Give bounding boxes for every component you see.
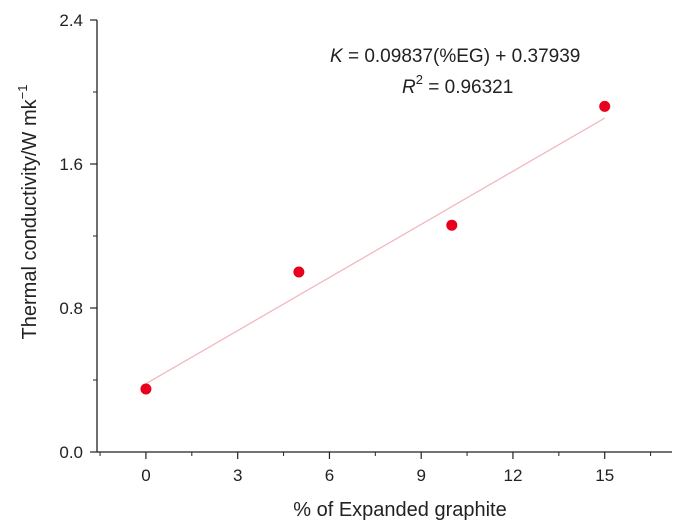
equation-text: = 0.09837(%EG) + 0.37939: [343, 46, 581, 67]
fit-line: [145, 117, 606, 385]
r-squared-value: = 0.96321: [423, 77, 513, 98]
axes: [96, 20, 672, 453]
y-axis-label-group: Thermal conductivity/W mk−1: [15, 85, 41, 340]
equation-line-1: K = 0.09837(%EG) + 0.37939: [330, 46, 580, 67]
data-point: [446, 219, 458, 231]
x-tick-label: 3: [233, 466, 242, 485]
equation-line-2: R2 = 0.96321: [402, 72, 513, 98]
r-squared-superscript: 2: [416, 72, 423, 87]
y-tick-label: 0.0: [59, 443, 83, 462]
x-tick-label: 15: [595, 466, 614, 485]
data-point: [293, 266, 305, 278]
x-tick-label: 9: [416, 466, 425, 485]
r-squared-var: R: [402, 77, 416, 98]
x-tick-label: 6: [325, 466, 334, 485]
svg-text:Thermal conductivity/W mk−1: Thermal conductivity/W mk−1: [15, 85, 41, 340]
data-points: [140, 100, 611, 395]
y-axis-label: Thermal conductivity/W mk: [19, 98, 41, 339]
x-tick-label: 0: [141, 466, 150, 485]
x-axis-label: % of Expanded graphite: [293, 499, 507, 521]
equation-var-k: K: [330, 46, 344, 67]
data-point: [140, 383, 152, 395]
axis-ticks: 0 3 6 9 12 15 0.0 0.8 1.6 2.4: [59, 11, 652, 485]
y-axis-label-superscript: −1: [15, 85, 30, 100]
y-tick-label: 2.4: [59, 11, 83, 30]
fit-line-layer: [145, 117, 606, 385]
data-point: [599, 100, 611, 112]
y-tick-label: 0.8: [59, 299, 83, 318]
y-tick-label: 1.6: [59, 155, 83, 174]
x-tick-label: 12: [503, 466, 522, 485]
